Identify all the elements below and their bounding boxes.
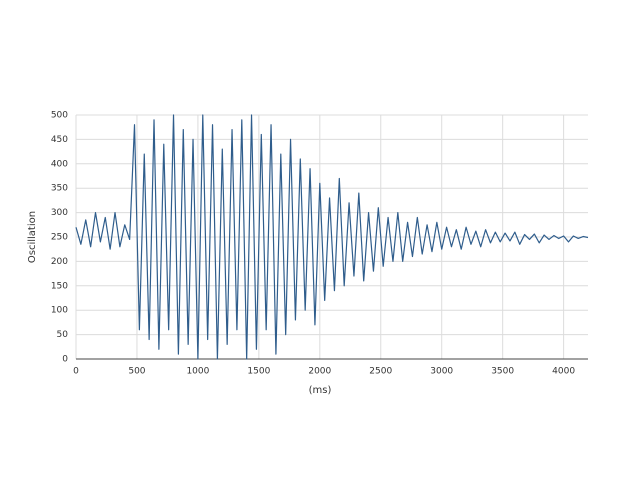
y-tick-label: 100 [51, 306, 68, 316]
x-tick-label: 1000 [186, 367, 209, 377]
y-tick-label: 0 [62, 355, 68, 365]
x-tick-label: 2000 [308, 367, 331, 377]
x-tick-label: 0 [73, 367, 79, 377]
data-line [75, 114, 589, 360]
x-tick-label: 2500 [369, 367, 392, 377]
y-tick-label: 50 [57, 330, 69, 340]
y-tick-label: 250 [51, 233, 68, 243]
y-axis-label: Oscillation [27, 211, 38, 263]
y-tick-label: 200 [51, 257, 68, 267]
x-axis-label: (ms) [309, 385, 332, 396]
x-tick-label: 500 [128, 367, 145, 377]
y-tick-label: 450 [51, 135, 68, 145]
x-tick-label: 4000 [552, 367, 575, 377]
y-tick-label: 350 [51, 184, 68, 194]
x-tick-label: 3500 [491, 367, 514, 377]
y-tick-label: 400 [51, 159, 68, 169]
y-tick-label: 150 [51, 281, 68, 291]
x-tick-label: 3000 [430, 367, 453, 377]
y-tick-label: 500 [51, 111, 68, 121]
y-tick-label: 300 [51, 208, 68, 218]
x-tick-label: 1500 [247, 367, 270, 377]
